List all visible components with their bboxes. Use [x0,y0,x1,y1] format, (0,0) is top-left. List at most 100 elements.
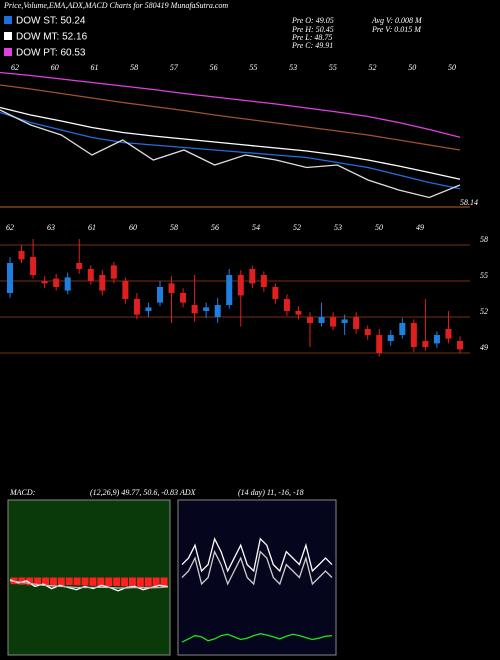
candle-body [30,257,37,275]
histogram-bar [42,577,49,586]
histogram-bar [136,577,144,587]
candle-body [410,323,417,347]
legend-swatch [4,32,12,40]
panel-subtitle: (14 day) 11, -16, -18 [238,488,304,497]
top-label: 56 [210,63,218,72]
top-label: 60 [51,63,59,72]
panel-title: ADX [179,488,197,497]
histogram-bar [26,577,34,586]
histogram-bar [57,577,65,586]
candle-body [7,263,13,293]
candle-body [191,305,198,314]
legend-swatch [4,16,12,24]
candle-body [422,341,429,347]
candle-body [41,281,48,284]
line [0,109,461,199]
top-label: 55 [329,63,337,72]
candle-body [53,278,60,287]
top-label: 58 [170,223,178,232]
candle-body [226,275,233,305]
candle-body [122,281,129,299]
candle-body [249,269,256,284]
histogram-bar [50,577,57,586]
top-label: 60 [129,223,137,232]
candle-body [387,335,394,341]
histogram-bar [160,577,168,587]
histogram-bar [152,577,160,587]
line [0,111,461,190]
candle-body [272,287,279,299]
line [181,536,333,573]
legend-entry: DOW ST: 50.24 [16,16,86,27]
histogram-bar [144,577,152,587]
top-label: 61 [90,63,98,72]
candle-body [399,323,406,335]
top-label: 62 [11,63,19,72]
top-label: 50 [375,223,383,232]
histogram-bar [105,577,113,587]
candle-body [133,299,140,315]
top-label: 54 [252,223,260,232]
top-label: 63 [47,223,55,232]
candle-body [64,277,71,291]
last-price: 58.14 [460,198,478,207]
candle-body [457,341,463,350]
y-tick-label: 52 [480,307,488,316]
top-label: 52 [369,63,377,72]
volume-info: Pre V: 0.015 M [371,25,422,34]
price-info: Pre H: 50.45 [291,25,334,34]
line [9,580,169,589]
top-label: 58 [130,63,138,72]
top-label: 56 [211,223,219,232]
line [0,71,461,138]
legend-entry: DOW MT: 52.16 [16,32,88,43]
candle-body [433,335,440,344]
candle-body [214,305,221,317]
candle-body [330,317,337,327]
histogram-bar [121,577,128,587]
y-tick-label: 58 [480,235,488,244]
candle-body [99,275,106,291]
histogram-bar [18,577,26,585]
candle-body [295,311,302,315]
candle-body [168,283,175,293]
page-title: Price,Volume,EMA,ADX,MACD Charts for 580… [3,1,228,10]
histogram-bar [73,577,81,586]
candle-body [445,329,452,339]
y-tick-label: 55 [480,271,488,280]
y-tick-label: 49 [480,343,488,352]
panel-title: MACD: [9,488,36,497]
candle-body [76,263,83,269]
candle-body [353,317,360,329]
line [181,633,333,643]
top-label: 49 [416,223,424,232]
candle-body [18,251,25,260]
candle-body [87,269,94,281]
candle-body [237,275,244,296]
candle-body [318,317,325,323]
histogram-bar [129,577,136,587]
top-label: 55 [249,63,257,72]
top-label: 53 [289,63,297,72]
candle-body [341,319,348,323]
top-label: 50 [408,63,416,72]
histogram-bar [113,577,121,586]
candle-body [364,329,371,335]
histogram-bar [89,577,97,586]
histogram-bar [97,577,105,587]
top-label: 52 [293,223,301,232]
price-info: Pre O: 49.05 [291,16,334,25]
top-label: 62 [6,223,14,232]
adx-panel [177,499,337,656]
candle-body [307,317,313,323]
line [0,84,461,151]
histogram-bar [65,577,73,586]
candle-body [260,275,267,287]
candle-body [180,293,187,303]
price-info: Pre C: 49.91 [291,41,333,50]
line [0,106,461,180]
legend-swatch [4,48,12,56]
candle-body [157,287,163,303]
